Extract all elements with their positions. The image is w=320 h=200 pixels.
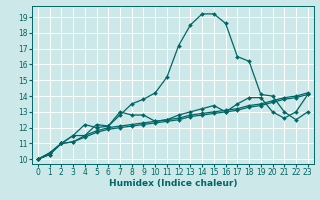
X-axis label: Humidex (Indice chaleur): Humidex (Indice chaleur) [108,179,237,188]
